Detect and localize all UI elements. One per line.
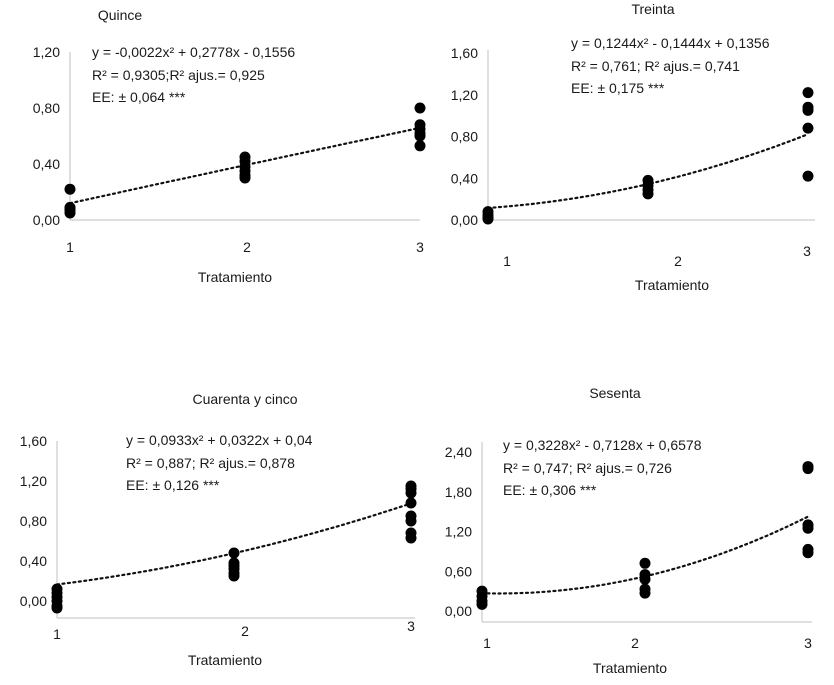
r-squared-label: R² = 0,761; R² ajus.= 0,741 — [571, 58, 740, 74]
y-tick-label: 0,00 — [33, 212, 60, 228]
r-squared-label: R² = 0,747; R² ajus.= 0,726 — [503, 460, 672, 476]
chart-title: Treinta — [631, 1, 674, 17]
y-tick-label: 0,40 — [451, 170, 478, 186]
y-tick-label: 0,80 — [33, 100, 60, 116]
y-tick-label: 1,60 — [20, 433, 47, 449]
y-tick-label: 0,60 — [445, 563, 472, 579]
data-point — [476, 598, 488, 610]
y-tick-label: 0,40 — [33, 156, 60, 172]
standard-error-label: EE: ± 0,126 *** — [126, 477, 220, 493]
data-point — [414, 130, 426, 142]
y-tick-label: 1,20 — [33, 44, 60, 60]
x-tick-label: 2 — [243, 239, 251, 255]
y-tick-label: 2,40 — [445, 444, 472, 460]
x-tick-label: 3 — [803, 243, 811, 259]
y-tick-label: 0,40 — [20, 553, 47, 569]
x-axis-label: Tratamiento — [198, 269, 272, 285]
standard-error-label: EE: ± 0,306 *** — [503, 482, 597, 498]
x-tick-label: 1 — [503, 253, 511, 269]
standard-error-label: EE: ± 0,175 *** — [571, 80, 665, 96]
data-point — [239, 172, 251, 184]
y-tick-label: 1,60 — [451, 45, 478, 61]
chart-title: Sesenta — [589, 385, 641, 401]
trendline — [55, 502, 413, 586]
data-point — [639, 557, 651, 569]
data-point — [802, 170, 814, 182]
x-axis-label: Tratamiento — [593, 660, 667, 676]
y-tick-label: 0,80 — [451, 129, 478, 145]
data-point — [64, 183, 76, 195]
y-tick-label: 1,20 — [20, 473, 47, 489]
y-tick-label: 1,20 — [451, 87, 478, 103]
r-squared-label: R² = 0,887; R² ajus.= 0,878 — [126, 455, 295, 471]
data-point — [642, 188, 654, 200]
x-tick-label: 1 — [66, 239, 74, 255]
x-tick-label: 2 — [674, 253, 682, 269]
data-point — [414, 140, 426, 152]
data-point — [639, 573, 651, 585]
x-tick-label: 3 — [407, 618, 415, 634]
data-point — [228, 547, 240, 559]
standard-error-label: EE: ± 0,064 *** — [92, 89, 186, 105]
data-point — [405, 487, 417, 499]
chart-title: Quince — [98, 7, 143, 23]
x-tick-label: 3 — [804, 635, 812, 651]
data-point — [228, 570, 240, 582]
regression-equation: y = 0,3228x² - 0,7128x + 0,6578 — [503, 437, 702, 453]
y-tick-label: 0,80 — [20, 513, 47, 529]
y-tick-label: 0,00 — [451, 212, 478, 228]
regression-equation: y = 0,1244x² - 0,1444x + 0,1356 — [571, 35, 770, 51]
regression-equation: y = -0,0022x² + 0,2778x - 0,1556 — [92, 44, 295, 60]
data-point — [802, 104, 814, 116]
data-point — [64, 207, 76, 219]
x-tick-label: 2 — [241, 623, 249, 639]
x-tick-label: 2 — [631, 635, 639, 651]
data-point — [482, 213, 494, 225]
data-point — [405, 532, 417, 544]
data-point — [802, 122, 814, 134]
x-tick-label: 1 — [483, 635, 491, 651]
data-point — [51, 602, 63, 614]
data-point — [802, 547, 814, 559]
data-point — [802, 87, 814, 99]
x-tick-label: 3 — [416, 239, 424, 255]
data-point — [802, 522, 814, 534]
data-point — [802, 463, 814, 475]
regression-equation: y = 0,0933x² + 0,0322x + 0,04 — [126, 432, 313, 448]
y-tick-label: 1,20 — [445, 524, 472, 540]
y-tick-label: 0,00 — [445, 603, 472, 619]
x-tick-label: 1 — [53, 626, 61, 642]
chart-title: Cuarenta y cinco — [192, 391, 297, 407]
x-axis-label: Tratamiento — [635, 277, 709, 293]
r-squared-label: R² = 0,9305;R² ajus.= 0,925 — [92, 67, 265, 83]
data-point — [405, 497, 417, 509]
y-tick-label: 1,80 — [445, 484, 472, 500]
y-tick-label: 0,00 — [20, 593, 47, 609]
data-point — [414, 102, 426, 114]
data-point — [405, 515, 417, 527]
x-axis-label: Tratamiento — [188, 652, 262, 668]
data-point — [639, 587, 651, 599]
